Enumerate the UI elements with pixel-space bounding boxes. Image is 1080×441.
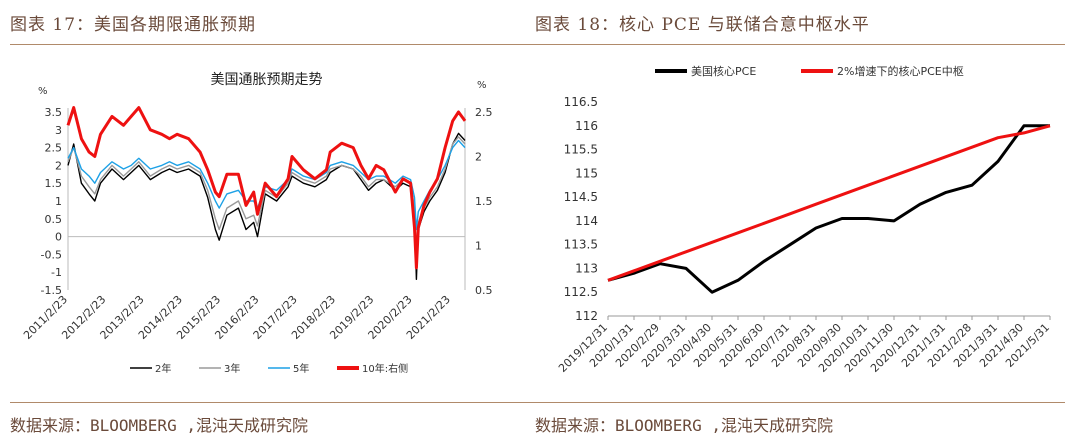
figure-title: 图表 17：美国各期限通胀预期: [10, 15, 257, 35]
inflation-expectations-chart: 美国通胀预期走势%% 3.5 3 2.5 2 1.5 1 0.5 0 -0.5 -1 -1.5 2.5 2…: [21, 72, 493, 375]
y-left-tick-label: -0.5: [41, 248, 62, 261]
legend-label: 3年: [224, 362, 240, 375]
legend-label: 美国核心PCE: [691, 64, 756, 78]
legend-label: 10年:右侧: [362, 362, 408, 375]
series-line: [67, 139, 466, 231]
top-divider: [10, 44, 540, 45]
y-left-unit: %: [38, 86, 48, 97]
y-right-tick-label: 2.5: [475, 106, 493, 119]
series-line: [607, 124, 1050, 294]
y-tick-label: 112.5: [564, 285, 598, 299]
y-left-tick-label: -1.5: [41, 284, 62, 297]
y-right-tick-label: 1: [475, 240, 482, 253]
y-left-tick-label: 3: [55, 124, 62, 137]
legend-label: 2年: [155, 362, 171, 375]
y-tick-label: 114.5: [564, 190, 598, 204]
series-line: [607, 124, 1051, 282]
right-figure: 图表 18：核心 PCE 与联储合意中枢水平 美国核心PCE 2%增速下的核心PC…: [535, 0, 1065, 441]
bottom-divider: [10, 402, 540, 403]
y-left-tick-label: 3.5: [45, 106, 63, 119]
figure-title: 图表 18：核心 PCE 与联储合意中枢水平: [535, 15, 870, 35]
y-tick-label: 113.5: [564, 238, 598, 252]
legend-label: 2%增速下的核心PCE中枢: [837, 64, 964, 78]
left-figure: 图表 17：美国各期限通胀预期 美国通胀预期走势%% 3.5 3 2.5 2 1.5 1 0.…: [10, 0, 540, 441]
y-right-tick-label: 1.5: [475, 195, 493, 208]
y-tick-label: 115.5: [564, 143, 598, 157]
source-note: 数据来源：BLOOMBERG ,混沌天成研究院: [535, 416, 833, 435]
y-left-tick-label: 0.5: [45, 213, 63, 226]
y-right-tick-label: 2: [475, 151, 482, 164]
y-left-tick-label: 0: [55, 231, 62, 244]
y-left-tick-label: 2: [55, 159, 62, 172]
bottom-divider: [535, 402, 1065, 403]
series-line: [66, 106, 467, 270]
y-tick-label: 114: [575, 214, 598, 228]
y-left-tick-label: -1: [51, 266, 62, 279]
legend-label: 5年: [293, 362, 309, 375]
y-tick-label: 116.5: [564, 95, 598, 109]
y-left-tick-label: 2.5: [45, 142, 63, 155]
source-note: 数据来源：BLOOMBERG ,混沌天成研究院: [10, 416, 308, 435]
y-right-tick-label: 0.5: [475, 284, 493, 297]
y-tick-label: 116: [575, 119, 598, 133]
core-pce-chart: 美国核心PCE 2%增速下的核心PCE中枢 116.5 116 115.5 115 114.…: [556, 64, 1052, 375]
y-tick-label: 115: [575, 166, 598, 180]
y-tick-label: 113: [575, 261, 598, 275]
top-divider: [535, 44, 1065, 45]
y-tick-label: 112: [575, 309, 598, 323]
y-right-unit: %: [477, 80, 487, 91]
y-left-tick-label: 1.5: [45, 177, 63, 190]
series-line: [67, 132, 466, 281]
chart-title: 美国通胀预期走势: [211, 72, 323, 88]
y-left-tick-label: 1: [55, 195, 62, 208]
